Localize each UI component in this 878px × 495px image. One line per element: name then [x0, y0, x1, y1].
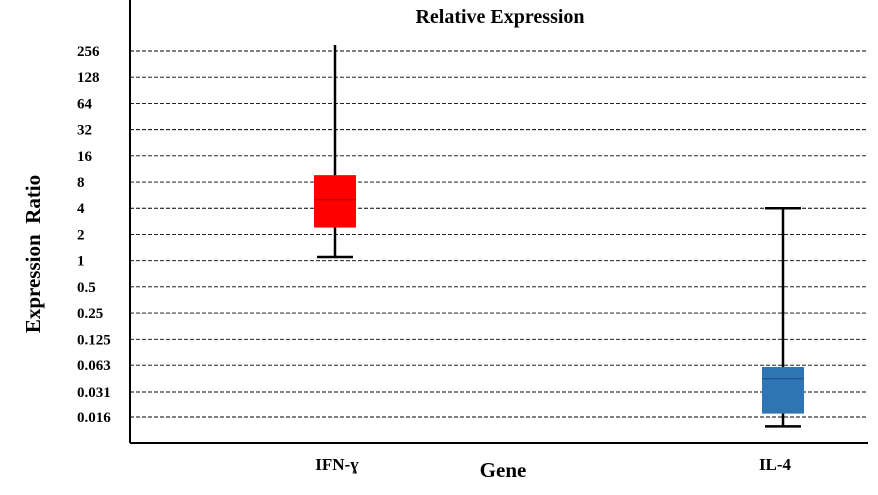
y-tick-label: 8	[77, 175, 85, 191]
y-tick-label: 128	[77, 70, 100, 86]
gridlines	[130, 50, 868, 418]
x-axis-title: Gene	[480, 458, 527, 482]
box-il4	[762, 367, 804, 414]
x-category-label: IL-4	[759, 455, 792, 474]
x-category-labels: IFN-ɣ IL-4	[315, 455, 791, 474]
y-tick-label: 16	[77, 149, 93, 165]
y-tick-label: 0.063	[77, 358, 111, 374]
y-tick-label: 2	[77, 227, 85, 243]
chart-title: Relative Expression	[415, 6, 584, 28]
y-tick-label: 256	[77, 44, 100, 60]
y-tick-label: 0.125	[77, 332, 111, 348]
y-tick-label: 32	[77, 123, 92, 139]
y-tick-label: 0.25	[77, 306, 103, 322]
y-tick-label: 1	[77, 254, 85, 270]
y-axis-title: Expression Ratio	[21, 175, 45, 333]
boxes	[314, 45, 804, 428]
x-category-label: IFN-ɣ	[315, 455, 359, 474]
y-tick-label: 0.5	[77, 280, 96, 296]
y-tick-label: 4	[77, 201, 85, 217]
y-tick-label: 64	[77, 96, 93, 112]
box-ifn	[314, 175, 356, 228]
y-tick-labels: 256 128 64 32 16 8 4 2 1 0.5 0.25 0.125 0.063 0.031 0.…	[77, 44, 111, 426]
y-tick-label: 0.016	[77, 410, 111, 426]
y-tick-label: 0.031	[77, 385, 111, 401]
